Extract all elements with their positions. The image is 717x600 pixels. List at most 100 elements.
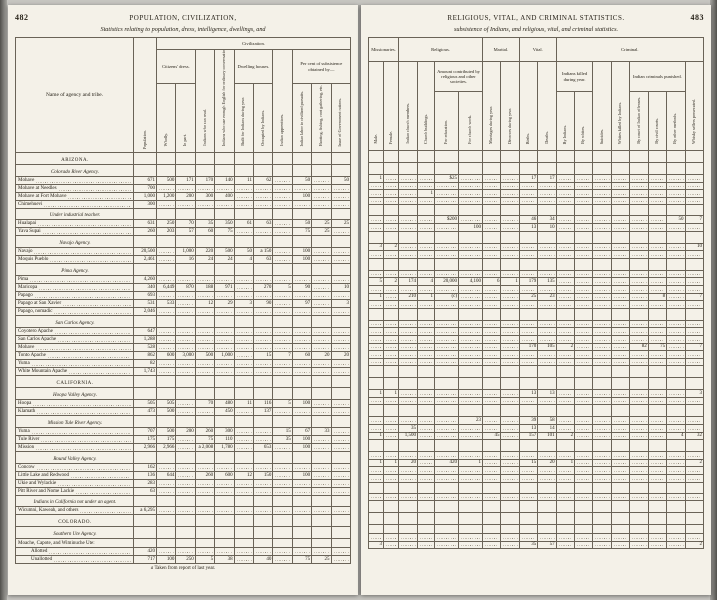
data-cell [458, 396, 484, 406]
data-cell [610, 327, 631, 336]
row-name-cell: Navajo Agency. [15, 235, 134, 249]
data-cell [458, 150, 484, 163]
data-cell [537, 204, 557, 217]
data-cell [133, 415, 157, 429]
col-header-by-whites: By whites. [574, 91, 594, 151]
data-cell [537, 257, 557, 271]
data-cell [133, 387, 157, 401]
data-cell [629, 458, 649, 468]
data-cell [482, 404, 502, 418]
data-cell [368, 416, 384, 426]
data-cell [482, 474, 502, 483]
data-cell: 3,000 [175, 351, 196, 361]
data-cell [537, 230, 557, 244]
dotted-leader [31, 428, 131, 435]
data-cell [500, 174, 520, 183]
data-cell [458, 174, 484, 183]
col-header-english: Indians who use enough English for ordin… [214, 48, 235, 154]
data-cell [417, 416, 436, 426]
data-cell [458, 512, 484, 526]
data-cell [233, 547, 254, 557]
data-cell [398, 181, 419, 191]
data-cell [592, 404, 612, 418]
data-cell [610, 277, 631, 286]
data-cell [684, 222, 704, 232]
data-cell [592, 540, 612, 550]
data-cell [684, 300, 704, 309]
data-cell [555, 533, 576, 542]
data-cell [291, 152, 313, 166]
data-cell [311, 526, 332, 540]
col-header-deaths: Deaths. [537, 61, 557, 151]
data-cell [647, 431, 668, 441]
data-cell [537, 269, 557, 279]
data-cell [537, 396, 557, 406]
data-cell [272, 538, 293, 549]
data-cell: 29 [214, 299, 235, 309]
data-cell [574, 377, 594, 391]
data-cell: 505 [133, 399, 157, 409]
data-cell [252, 227, 274, 237]
data-cell [610, 150, 631, 163]
data-cell [194, 335, 216, 345]
data-cell [155, 463, 177, 473]
data-cell [647, 277, 668, 286]
data-cell [629, 269, 649, 279]
col-header-whisky-sellers: Whisky sellers prosecuted. [684, 61, 704, 151]
data-cell [330, 247, 352, 257]
data-cell [574, 466, 594, 476]
data-cell: 63 [133, 487, 157, 497]
data-cell: 1 [555, 458, 576, 468]
data-cell: 13 [518, 222, 539, 232]
data-cell [330, 555, 352, 565]
data-cell [434, 269, 460, 279]
table-row: Mohave 528 [15, 343, 352, 353]
data-cell [434, 319, 460, 329]
data-cell [330, 343, 352, 353]
data-cell [252, 335, 274, 345]
data-cell [272, 547, 293, 557]
data-cell [537, 250, 557, 259]
data-cell [518, 284, 539, 294]
data-cell [647, 269, 668, 279]
data-cell [368, 357, 384, 367]
data-cell [330, 399, 352, 409]
data-cell [214, 375, 235, 389]
data-cell [311, 506, 332, 516]
data-cell [684, 377, 704, 391]
table-row: Yava Supai 260 203 57 60 75 75 25 [15, 227, 352, 237]
data-cell [537, 307, 557, 321]
data-cell [194, 208, 216, 221]
data-cell [382, 474, 400, 483]
data-cell: 50 [233, 247, 254, 257]
data-cell [684, 257, 704, 271]
data-cell [272, 479, 293, 489]
table-row: Concow 162 [15, 463, 352, 473]
data-cell [574, 222, 594, 232]
page-number-right: 483 [690, 13, 704, 22]
data-cell [482, 377, 502, 391]
col-group-dwelling-houses: Dwelling houses. [233, 49, 274, 84]
data-cell [434, 222, 460, 232]
row-name-cell: Mission [15, 443, 134, 453]
data-cell [458, 189, 484, 198]
data-cell [368, 230, 384, 244]
data-cell [368, 365, 384, 379]
data-cell [434, 342, 460, 352]
data-cell [175, 335, 196, 345]
data-cell: 220 [194, 247, 216, 257]
col-header-church-members: Indian church members. [398, 61, 419, 151]
data-cell [555, 451, 576, 460]
data-cell [382, 500, 400, 514]
data-cell [666, 533, 686, 542]
data-cell [500, 327, 520, 336]
data-cell: 150 [252, 471, 274, 481]
data-cell [252, 359, 274, 369]
data-cell [537, 319, 557, 329]
data-cell [647, 439, 668, 453]
data-cell [291, 235, 313, 249]
data-cell: 2 [555, 342, 576, 352]
data-cell [518, 162, 539, 175]
row-name-cell: Under industrial teacher. [15, 208, 134, 221]
data-cell [133, 375, 157, 389]
